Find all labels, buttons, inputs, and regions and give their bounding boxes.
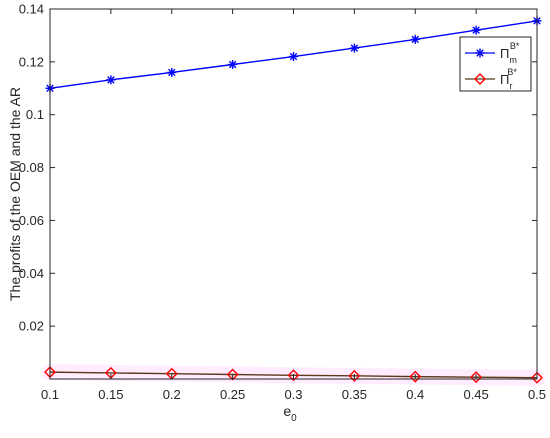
series-2-point <box>531 371 543 384</box>
legend-label-series-1-name: Π <box>500 46 509 61</box>
x-tick-label: 0.4 <box>406 387 424 402</box>
legend-label-series-1-sup: B* <box>510 41 520 51</box>
x-tick-label: 0.15 <box>98 387 123 402</box>
x-axis-label: e0 <box>283 403 297 424</box>
x-tick-label: 0.5 <box>528 387 546 402</box>
x-tick-label: 0.1 <box>41 387 59 402</box>
legend: Πm B* Πr B* <box>459 36 532 92</box>
series-2-point <box>226 368 239 381</box>
x-axis-label-main: e <box>283 403 291 419</box>
y-axis-label: The profits of the OEM and the AR <box>7 87 23 301</box>
legend-label-series-2-name: Π <box>500 72 509 87</box>
legend-asterisk-icon <box>475 48 485 58</box>
y-tick-label: 0.1 <box>26 107 44 122</box>
series-1-point <box>471 25 481 35</box>
series-2-point <box>409 370 422 383</box>
y-tick-label: 0.06 <box>19 213 44 228</box>
y-tick-label: 0.14 <box>19 2 44 17</box>
plot-area <box>50 9 537 379</box>
ticks-layer: 0.1 0.15 0.2 0.25 0.3 0.35 0.4 0.45 0.5 0.02 0.04 0… <box>19 2 546 403</box>
x-tick-label: 0.2 <box>163 387 181 402</box>
x-tick-label: 0.3 <box>284 387 302 402</box>
y-tick-label: 0.04 <box>19 266 44 281</box>
y-tick-label: 0.12 <box>19 54 44 69</box>
series-1-point <box>349 43 359 53</box>
series-1-point <box>289 52 298 62</box>
legend-label-series-2: Πr B* <box>500 67 517 91</box>
y-tick-label: 0.02 <box>19 319 44 334</box>
series-2-point <box>470 371 483 384</box>
x-tick-label: 0.45 <box>463 387 488 402</box>
legend-label-series-1: Πm B* <box>500 41 520 65</box>
series-1-point <box>167 67 177 77</box>
series-2-point <box>348 369 361 382</box>
series-2-point <box>287 369 300 382</box>
legend-marker-series-2 <box>474 73 486 85</box>
legend-box <box>459 36 532 92</box>
x-axis-label-subscript: 0 <box>291 413 297 424</box>
x-tick-label: 0.25 <box>220 387 245 402</box>
series-1-point <box>228 60 238 69</box>
legend-diamond-icon <box>474 73 486 85</box>
y-tick-label: 0.08 <box>19 160 44 175</box>
series-1-point <box>106 75 116 85</box>
legend-label-series-1-sub: m <box>509 55 517 65</box>
series-1-point <box>410 34 420 44</box>
x-tick-label: 0.35 <box>342 387 367 402</box>
legend-marker-series-1 <box>475 48 485 58</box>
legend-label-series-2-sub: r <box>509 81 512 91</box>
legend-label-series-2-sup: B* <box>507 67 517 77</box>
